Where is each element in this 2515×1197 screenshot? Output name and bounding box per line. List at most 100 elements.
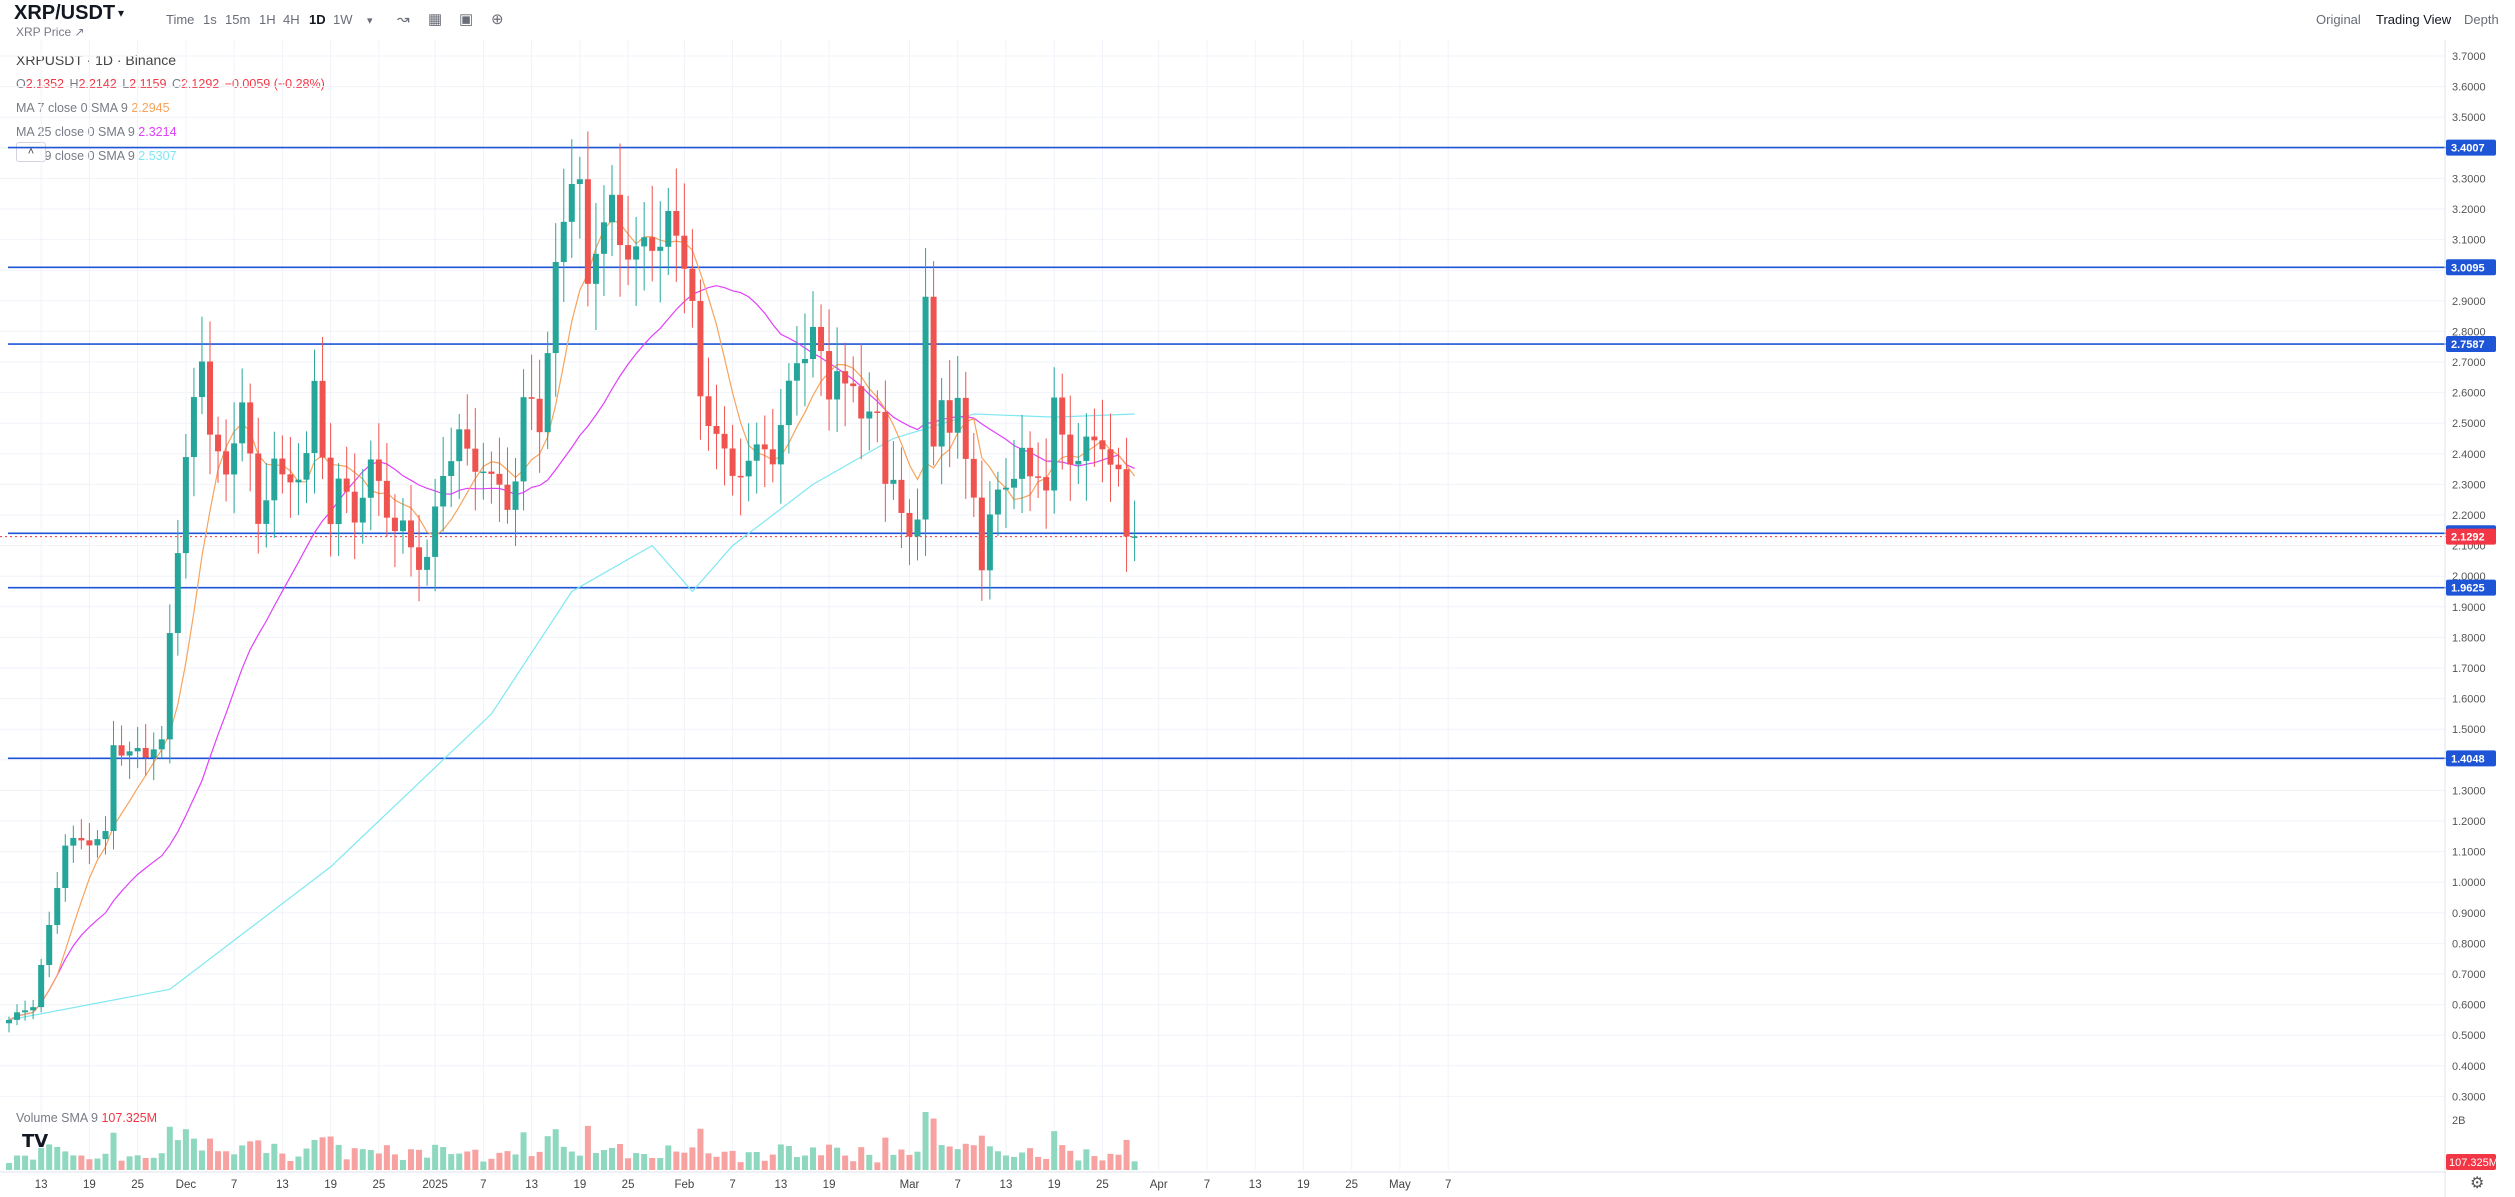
view-trading-view[interactable]: Trading View <box>2376 12 2452 27</box>
volume-bar <box>207 1138 213 1170</box>
tradingview-logo[interactable]: TV <box>22 1131 49 1152</box>
candle-body <box>641 237 648 247</box>
symbol-title[interactable]: XRP/USDT <box>14 2 116 24</box>
volume-legend: Volume SMA 9 107.325M <box>16 1111 157 1125</box>
chevron-down-icon[interactable]: ▾ <box>367 15 373 27</box>
candle-body <box>1027 447 1034 477</box>
ma7-path <box>8 219 1136 1021</box>
legend-low-value: 2.1159 <box>129 77 167 91</box>
time-tick-label: Dec <box>176 1179 197 1191</box>
candle-body <box>866 411 873 419</box>
price-tick-label: 3.5000 <box>2452 112 2486 124</box>
candle-body <box>343 478 350 492</box>
volume-bar <box>150 1157 157 1170</box>
volume-bar <box>657 1158 664 1170</box>
gear-icon[interactable]: ⚙ <box>2470 1175 2485 1192</box>
candle-body <box>488 471 495 474</box>
price-tick-label: 1.8000 <box>2452 632 2486 644</box>
volume-bar <box>30 1159 37 1170</box>
volume-bar <box>834 1147 841 1170</box>
interval-4h[interactable]: 4H <box>283 12 300 27</box>
candle-body <box>785 380 792 426</box>
volume-bar <box>1123 1139 1130 1170</box>
candle-body <box>938 400 945 447</box>
candle-body <box>793 363 800 381</box>
volume-bar <box>745 1152 752 1170</box>
candle-body <box>432 506 439 557</box>
candle-body <box>1131 536 1138 538</box>
volume-bar <box>464 1151 471 1170</box>
candle-body <box>1123 469 1130 537</box>
volume-bar <box>922 1112 929 1170</box>
chevron-down-icon[interactable]: ▾ <box>118 6 125 20</box>
price-tick-label: 2.9000 <box>2452 296 2486 308</box>
candle-body <box>697 300 704 397</box>
candle-body <box>46 924 53 965</box>
interval-1s[interactable]: 1s <box>203 12 217 27</box>
candle-body <box>874 411 881 413</box>
candle-body <box>62 845 69 888</box>
volume-bar <box>190 1138 197 1170</box>
candle-body <box>665 210 672 247</box>
volume-bar <box>239 1145 246 1170</box>
volume-bar <box>134 1155 141 1170</box>
interval-time[interactable]: Time <box>166 12 195 27</box>
volume-bar <box>576 1155 583 1170</box>
plus-circle-icon[interactable]: ⊕ <box>491 11 504 28</box>
candle-body <box>882 411 889 484</box>
candle-body <box>777 425 784 465</box>
level-price-tag <box>2446 139 2496 156</box>
candle-body <box>600 222 607 254</box>
volume-bar <box>456 1153 463 1170</box>
ma99-value: 2.5307 <box>138 149 177 163</box>
time-tick-label: 7 <box>1204 1179 1210 1191</box>
interval-1d[interactable]: 1D <box>309 12 326 27</box>
price-tick-label: 0.7000 <box>2452 969 2486 981</box>
price-tick-label: 2.4000 <box>2452 449 2486 461</box>
volume-bar <box>303 1148 310 1170</box>
candle-body <box>383 480 390 518</box>
volume-bar <box>1067 1150 1074 1170</box>
candle-body <box>399 520 406 532</box>
interval-15m[interactable]: 15m <box>225 12 251 27</box>
candle-body <box>858 386 865 419</box>
volume-bar <box>520 1132 527 1170</box>
volume-bar <box>440 1147 447 1170</box>
price-tick-label: 1.1000 <box>2452 847 2486 859</box>
symbol-subtitle-link[interactable]: XRP Price ↗ <box>16 25 85 39</box>
time-tick-label: 7 <box>1445 1179 1451 1191</box>
candle-body <box>1075 460 1082 465</box>
indicator-icon[interactable]: ↝ <box>397 11 410 28</box>
volume-bar <box>777 1144 784 1170</box>
candle-body <box>834 371 841 400</box>
camera-icon[interactable]: ▣ <box>459 11 474 28</box>
view-original[interactable]: Original <box>2316 12 2361 27</box>
candle-body <box>962 397 969 459</box>
volume-bar <box>295 1156 302 1170</box>
volume-value-tag <box>2446 1154 2496 1170</box>
volume-bar <box>625 1158 632 1170</box>
volume-bar <box>1075 1160 1082 1170</box>
volume-bar <box>359 1149 366 1170</box>
candle-body <box>898 479 905 513</box>
level-price-tag <box>2446 336 2496 353</box>
volume-bar <box>697 1128 704 1170</box>
ma7-label: MA 7 close 0 SMA 9 <box>16 101 128 115</box>
volume-bar <box>198 1150 205 1170</box>
candle-body <box>729 448 736 476</box>
interval-1w[interactable]: 1W <box>333 12 353 27</box>
time-tick-label: 19 <box>324 1179 337 1191</box>
interval-1h[interactable]: 1H <box>259 12 276 27</box>
time-tick-label: 13 <box>276 1179 289 1191</box>
ma7-value: 2.2945 <box>131 101 170 115</box>
candle-body <box>150 749 157 758</box>
candle-body <box>1083 436 1090 461</box>
volume-bar <box>906 1154 913 1170</box>
chart-type-icon[interactable]: ▦ <box>428 11 443 28</box>
time-tick-label: 7 <box>729 1179 735 1191</box>
volume-bar <box>938 1145 945 1170</box>
candle-body <box>914 519 921 537</box>
view-depth[interactable]: Depth <box>2464 12 2499 27</box>
candle-body <box>657 246 664 251</box>
